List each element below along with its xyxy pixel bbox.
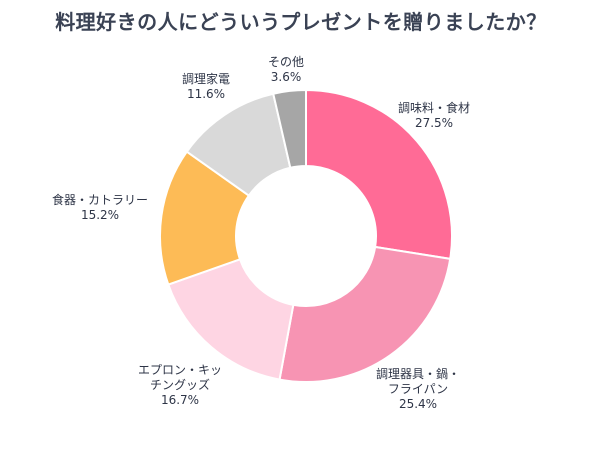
slice-percent: 3.6% [271,70,302,84]
slice-percent: 27.5% [415,116,453,130]
slice-percent: 16.7% [161,393,199,407]
pie-slice-5 [272,88,307,169]
slice-percent: 15.2% [81,208,119,222]
labels-group: 調味料・食材 27.5% 調理器具・鍋・フライパン 25.4% エプロン・キッチングッズ… [52,55,470,411]
slice-name-line: エプロン・キッ [138,363,222,377]
slice-percent: 11.6% [187,87,225,101]
slice-name-line: フライパン [388,382,448,396]
slices-group [159,88,453,383]
slice-label-1: 調理器具・鍋・フライパン 25.4% [376,366,460,411]
slice-name-line: チングッズ [150,377,210,392]
pie-slice-1 [278,245,452,383]
slice-label-3: 食器・カトラリー 15.2% [52,192,148,222]
chart-title: 料理好きの人にどういうプレゼントを贈りましたか？ [55,10,547,34]
pie-slice-2 [167,258,295,381]
slice-name-line: 調理器具・鍋・ [376,366,460,381]
slice-label-0: 調味料・食材 27.5% [398,100,470,130]
slice-name-line: 調味料・食材 [398,100,470,115]
slice-name-line: その他 [268,55,304,69]
slice-label-5: その他 3.6% [268,55,304,84]
slice-percent: 25.4% [399,397,437,411]
slice-label-2: エプロン・キッチングッズ 16.7% [138,363,222,407]
pie-slice-0 [305,88,453,260]
slice-label-4: 調理家電 11.6% [182,71,230,101]
slice-name-line: 調理家電 [182,71,230,86]
slice-name-line: 食器・カトラリー [52,192,148,207]
